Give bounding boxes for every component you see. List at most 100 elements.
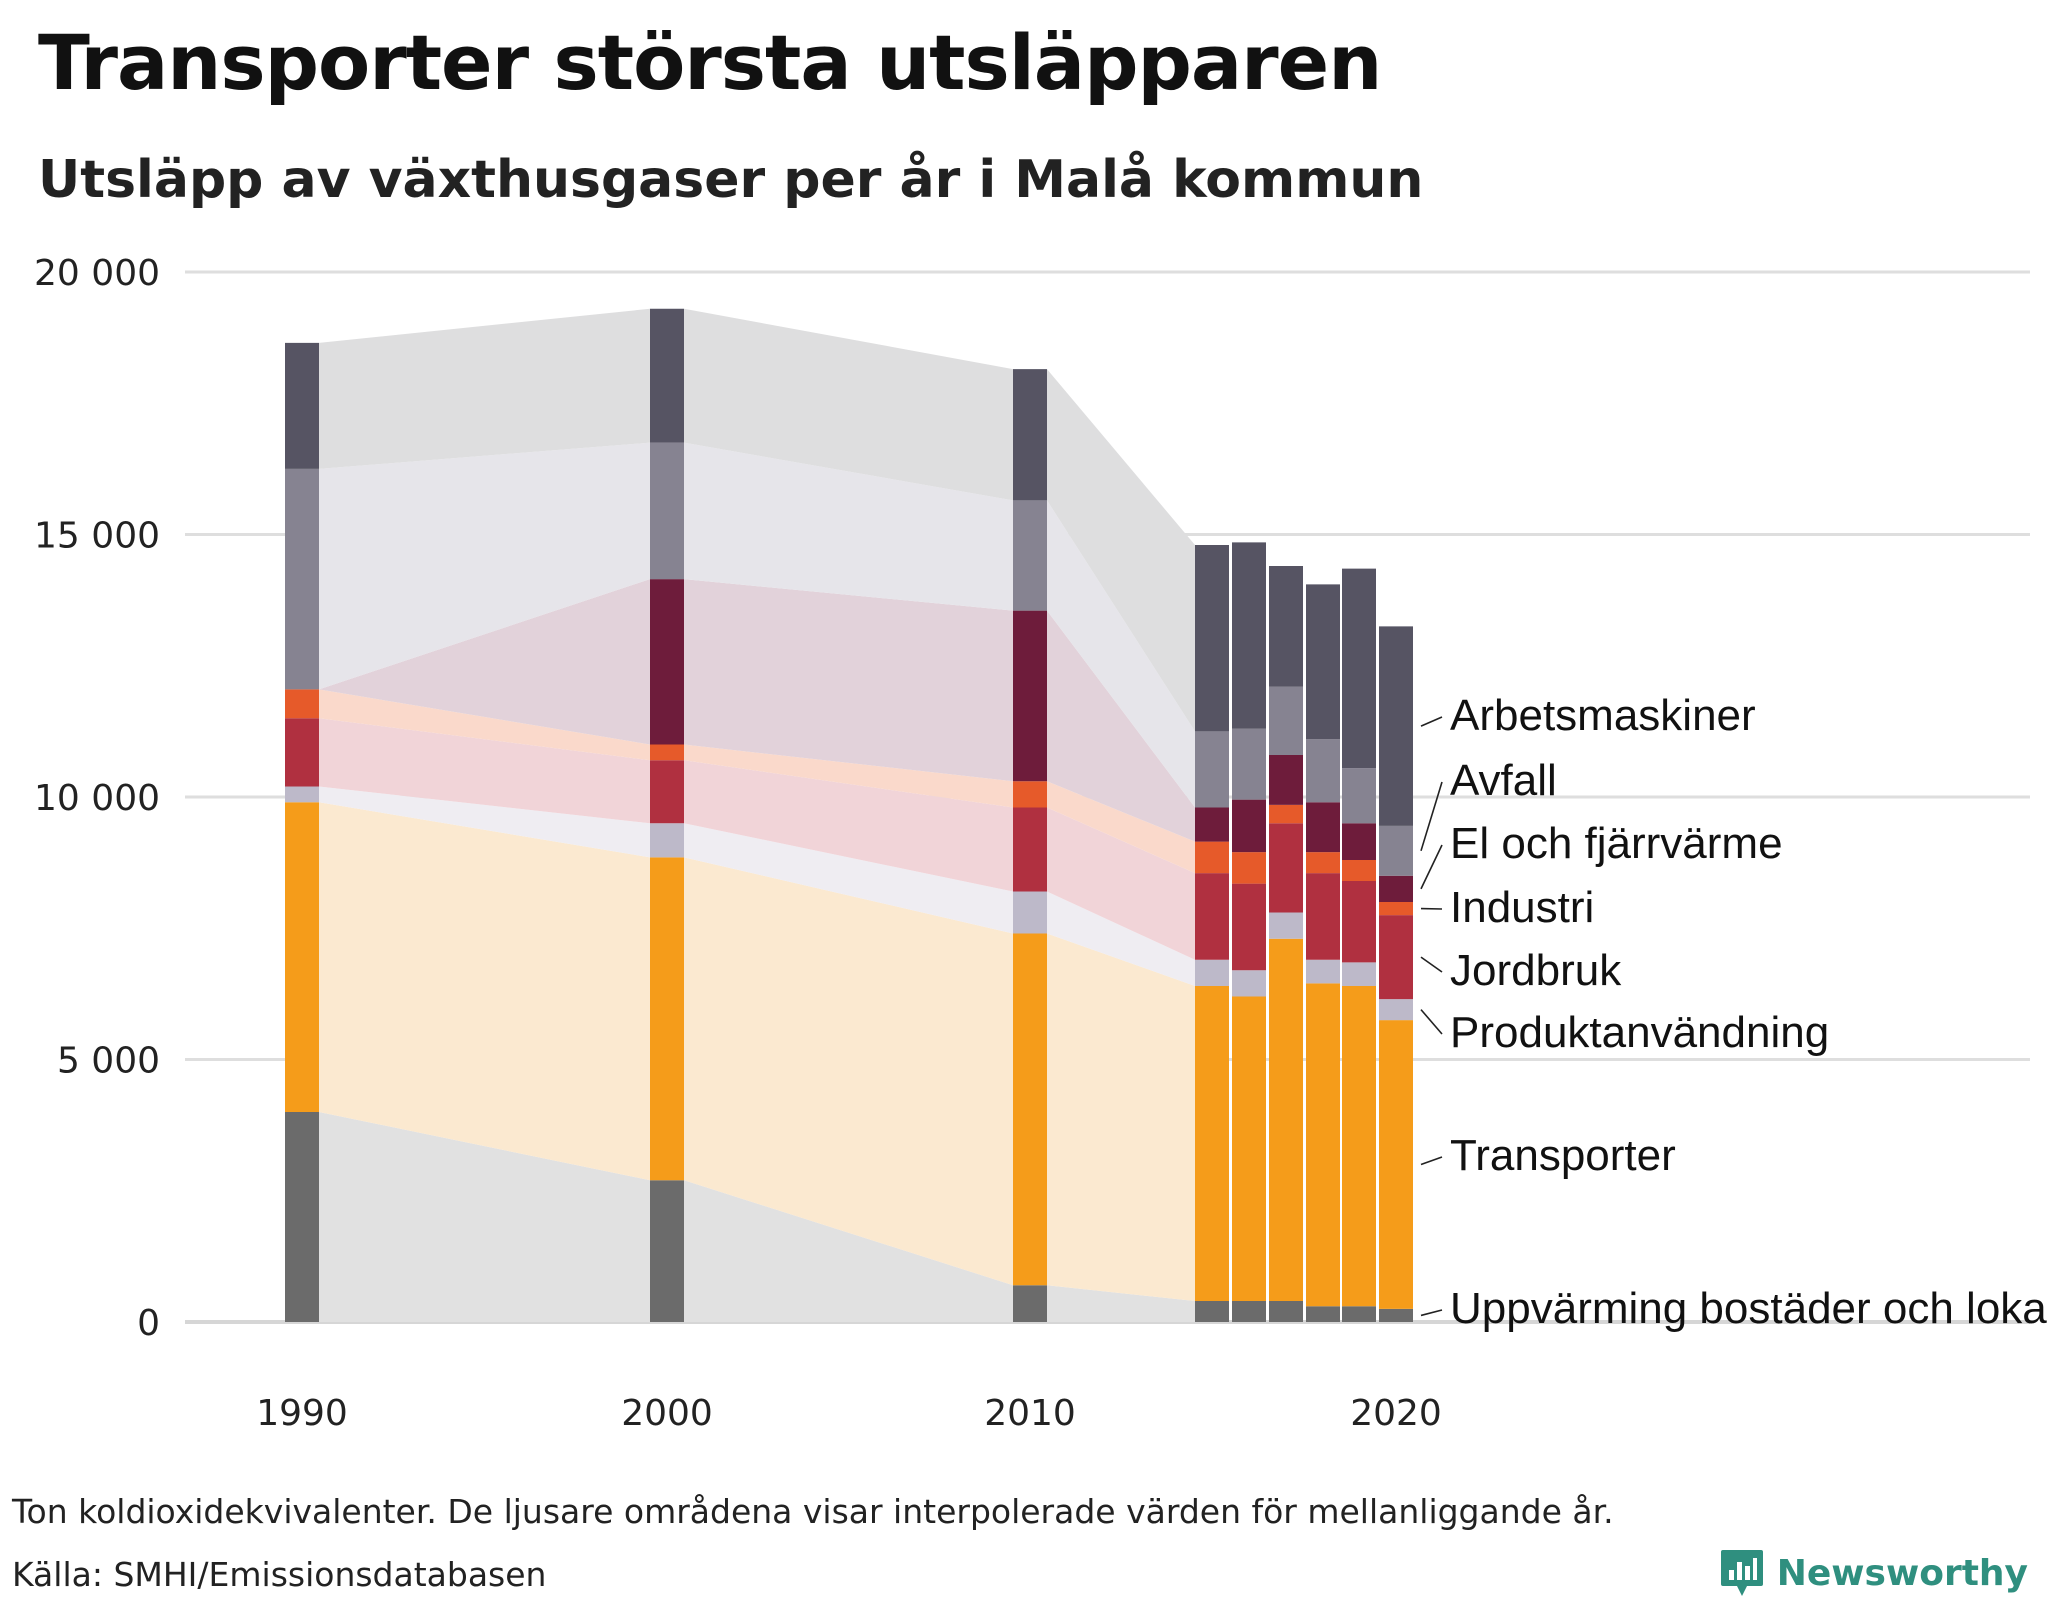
interpolated-area	[319, 1112, 650, 1322]
bar-segment	[1342, 860, 1376, 881]
interpolated-area	[684, 744, 1013, 808]
bar-segment	[1379, 902, 1413, 916]
bar-segment	[1195, 841, 1229, 874]
bar-segment	[1306, 983, 1340, 1307]
bar-segment	[1379, 999, 1413, 1021]
bar-segment	[1269, 686, 1303, 755]
bar-segment	[650, 579, 684, 745]
bar-segment	[1269, 912, 1303, 939]
bar-segment	[1306, 1306, 1340, 1322]
bar-segment	[1013, 891, 1047, 934]
y-tick-label: 0	[137, 1303, 160, 1344]
bar-segment	[1379, 1308, 1413, 1322]
leader-line	[1420, 1309, 1443, 1317]
series-label: Produktanvändning	[1450, 1008, 1829, 1057]
bar-segment	[1195, 545, 1229, 732]
series-label: Avfall	[1450, 756, 1557, 805]
bar-segment	[1269, 755, 1303, 805]
interpolated-area	[684, 579, 1013, 782]
bar-segment	[1195, 731, 1229, 808]
bar-segment	[650, 1180, 684, 1322]
interpolated-area	[1047, 500, 1195, 808]
chart-subtitle: Utsläpp av växthusgaser per år i Malå ko…	[38, 150, 1424, 210]
bar-segment	[1013, 933, 1047, 1286]
x-tick-label: 2010	[984, 1393, 1076, 1434]
bar-segment	[1232, 1301, 1266, 1322]
interpolated-areas	[319, 308, 1195, 1322]
interpolated-area	[319, 308, 650, 469]
bar-segment	[1306, 852, 1340, 874]
bar-segment	[1342, 568, 1376, 769]
interpolated-area	[684, 823, 1013, 934]
bar-segment	[285, 786, 319, 803]
bar-segment	[1232, 728, 1266, 800]
bar-segment	[1342, 962, 1376, 986]
axes: 0 5 000 10 000 15 000 20 000 1990 2000 2010 2020	[34, 253, 1442, 1434]
bar-segment	[1013, 610, 1047, 782]
interpolated-area	[1047, 807, 1195, 960]
bar-segment	[650, 760, 684, 824]
y-tick-label: 10 000	[34, 778, 160, 819]
bar-segment	[1342, 986, 1376, 1307]
bar-segment	[1269, 1301, 1303, 1322]
footnote: Ton koldioxidekvivalenter. De ljusare om…	[12, 1492, 1614, 1531]
bar-segment	[1306, 739, 1340, 803]
bar-segment	[1013, 1285, 1047, 1322]
interpolated-area	[319, 786, 650, 858]
x-tick-label: 2020	[1350, 1393, 1442, 1434]
interpolated-area	[319, 579, 650, 745]
interpolated-area	[684, 857, 1013, 1286]
series-label: Industri	[1450, 883, 1594, 932]
y-tick-label: 20 000	[34, 253, 160, 294]
bar-segment	[285, 468, 319, 690]
interpolated-area	[684, 442, 1013, 611]
brand-logo: Newsworthy	[1719, 1548, 2028, 1598]
bar-segment	[1232, 883, 1266, 971]
bar-segment	[650, 308, 684, 443]
interpolated-area	[1047, 891, 1195, 986]
interpolated-area	[1047, 369, 1195, 732]
bar-segment	[285, 718, 319, 787]
bar-segment	[650, 442, 684, 580]
series-label: Arbetsmaskiner	[1450, 691, 1756, 740]
interpolated-area	[1047, 781, 1195, 874]
leader-line	[1420, 956, 1443, 973]
interpolated-area	[1047, 610, 1195, 842]
bar-segment	[650, 823, 684, 858]
bar-segment	[1342, 823, 1376, 860]
bar-segment	[1342, 768, 1376, 824]
bar-segment	[1342, 1306, 1376, 1322]
bar-segment	[1342, 881, 1376, 963]
newsworthy-logo-icon	[1720, 1550, 1763, 1596]
leader-line	[1420, 1009, 1443, 1035]
interpolated-area	[319, 689, 650, 761]
bar-segment	[1195, 986, 1229, 1301]
bar-segment	[1379, 875, 1413, 902]
source-note: Källa: SMHI/Emissionsdatabasen	[12, 1555, 547, 1594]
bar-segment	[1195, 807, 1229, 842]
series-label: Transporter	[1450, 1131, 1676, 1180]
bar-segment	[1195, 959, 1229, 986]
interpolated-area	[684, 760, 1013, 892]
series-label: Uppvärming bostäder och lokaler	[1450, 1284, 2048, 1333]
interpolated-area	[319, 802, 650, 1181]
bar-segment	[1013, 369, 1047, 501]
bar-segment	[1269, 804, 1303, 824]
series-label: El och fjärrvärme	[1450, 819, 1783, 868]
bar-segment	[1306, 802, 1340, 853]
bar-segment	[1379, 1020, 1413, 1309]
bar-segment	[1013, 807, 1047, 892]
bar-segment	[1232, 970, 1266, 997]
leader-line	[1420, 716, 1443, 727]
bar-segment	[650, 857, 684, 1181]
bar-segment	[285, 689, 319, 719]
bar-segment	[1013, 500, 1047, 611]
bar-segment	[1232, 542, 1266, 729]
bar-segment	[1232, 852, 1266, 884]
bar-segment	[1013, 781, 1047, 808]
bar-segment	[285, 1112, 319, 1322]
bar-segment	[1269, 938, 1303, 1301]
bar-segment	[1379, 915, 1413, 1000]
interpolated-area	[1047, 1285, 1195, 1322]
